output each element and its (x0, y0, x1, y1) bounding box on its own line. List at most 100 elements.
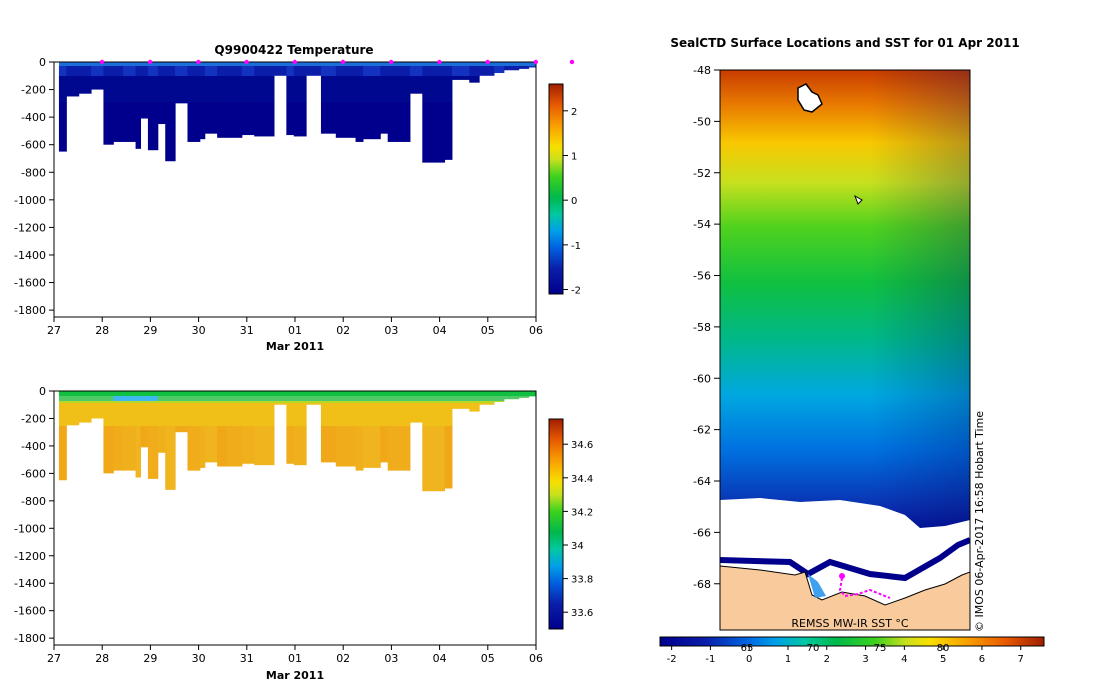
map-y-tick-label: -56 (693, 270, 711, 283)
profile-layer (320, 426, 337, 463)
profile-layer (103, 66, 114, 76)
antarctic-land (720, 565, 970, 630)
profile-layer (78, 76, 92, 94)
profile-column (320, 62, 337, 134)
profile-layer (286, 102, 295, 136)
temperature-colorbar-ticks: 2 1 0 -1 -2 (563, 107, 581, 297)
y-tick-label: -1400 (14, 249, 46, 262)
profile-layer (254, 401, 275, 403)
profile-layer (306, 66, 322, 76)
profile-column (254, 62, 275, 137)
profile-layer (293, 396, 307, 401)
profile-layer (199, 76, 206, 102)
profile-layer (273, 391, 287, 396)
profile-layer (199, 102, 206, 140)
profile-layer (227, 396, 243, 401)
profile-layer (380, 391, 389, 396)
profile-marker (244, 59, 249, 65)
profile-layer (140, 66, 149, 76)
profile-column (135, 62, 142, 149)
profile-layer (187, 403, 201, 426)
profile-column (175, 391, 188, 433)
profile-layer (227, 76, 243, 102)
x-tick-label: 27 (47, 324, 61, 337)
profile-layer (157, 426, 166, 453)
profile-layer (528, 62, 536, 66)
salinity-profiles (58, 391, 536, 492)
profile-layer (422, 396, 446, 401)
profile-layer (204, 403, 218, 426)
profile-column (273, 62, 287, 76)
x-tick-label: 03 (384, 652, 398, 665)
profile-layer (503, 396, 520, 400)
profile-layer (66, 391, 80, 396)
profile-column (422, 391, 446, 492)
profile-layer (175, 396, 188, 401)
x-tick-label: 28 (95, 652, 109, 665)
profile-column (204, 391, 218, 463)
profile-layer (387, 66, 411, 76)
profile-layer (286, 66, 295, 76)
profile-layer (78, 391, 92, 396)
y-tick-label: -800 (21, 166, 46, 179)
profile-layer (66, 62, 80, 66)
x-tick-label: 27 (47, 652, 61, 665)
y-tick-label: -200 (21, 412, 46, 425)
profile-marker (148, 59, 153, 65)
profile-layer (335, 403, 357, 426)
profile-layer (135, 391, 142, 396)
profile-column (66, 391, 80, 426)
profile-column (493, 62, 505, 74)
profile-layer (217, 403, 228, 426)
profile-layer (165, 66, 176, 76)
profile-marker (196, 59, 201, 65)
profile-layer (306, 62, 322, 66)
profile-layer (335, 102, 357, 138)
profile-layer (362, 403, 381, 426)
profile-column (518, 391, 530, 398)
profile-layer (58, 401, 67, 403)
profile-column (469, 391, 480, 412)
profile-layer (380, 401, 389, 403)
profile-column (58, 62, 67, 152)
profile-column (387, 62, 411, 142)
profile-layer (518, 62, 530, 66)
profile-layer (387, 62, 411, 66)
profile-layer (444, 76, 453, 102)
salinity-x-axis: 27 28 29 30 31 01 02 03 04 05 06 (47, 645, 543, 665)
colorbar-tick-label: 33.6 (571, 608, 593, 619)
profile-layer (355, 426, 364, 471)
profile-layer (165, 391, 176, 396)
profile-layer (362, 391, 381, 396)
profile-column (444, 391, 453, 489)
sst-colorbar-tick-label: 7 (1018, 654, 1024, 665)
ice-edge-coastal (720, 537, 970, 582)
profile-layer (387, 391, 411, 396)
temperature-x-label: Mar 2011 (266, 340, 324, 353)
profile-layer (409, 62, 423, 66)
profile-column (165, 391, 176, 490)
profile-column (157, 62, 166, 125)
y-tick-label: -400 (21, 440, 46, 453)
colorbar-tick-label: -2 (571, 286, 581, 297)
sst-colorbar-tick-label: 0 (746, 654, 752, 665)
profile-layer (335, 66, 357, 76)
profile-layer (409, 403, 423, 423)
profile-layer (241, 396, 255, 401)
profile-layer (135, 396, 142, 401)
map-frame (719, 69, 971, 631)
profile-layer (199, 66, 206, 76)
y-tick-label: -400 (21, 111, 46, 124)
profile-marker (437, 59, 442, 65)
contour-label: 70 (807, 643, 820, 654)
profile-column (241, 62, 255, 136)
temperature-profiles (58, 62, 536, 163)
profile-layer (335, 391, 357, 396)
profile-layer (518, 396, 530, 398)
profile-layer (147, 102, 159, 151)
y-tick-label: -1000 (14, 522, 46, 535)
map-y-tick-label: -64 (693, 475, 711, 488)
profile-layer (147, 396, 159, 401)
profile-column (165, 62, 176, 162)
